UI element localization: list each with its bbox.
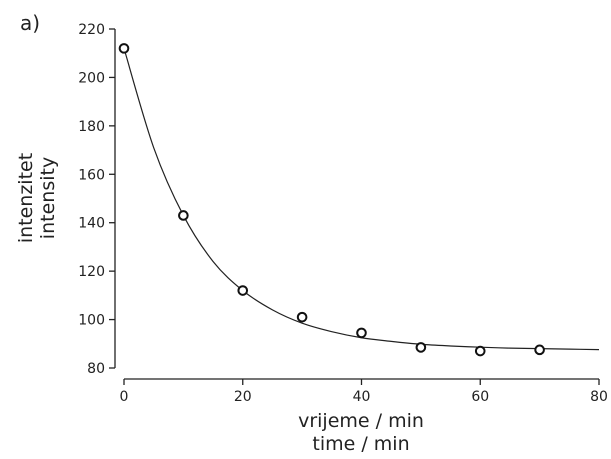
y-axis-title: intenzitet intensity: [15, 153, 59, 243]
x-tick-label: 40: [353, 389, 371, 405]
y-tick-label: 120: [78, 264, 105, 280]
data-point: [296, 311, 308, 323]
y-axis-title-line-1: intenzitet: [15, 153, 37, 243]
x-axis: 0 20 40 60 80: [120, 378, 608, 405]
x-axis-title-line-1: vrijeme / min: [298, 410, 424, 432]
y-tick-label: 160: [78, 167, 105, 183]
data-point: [356, 327, 367, 339]
data-point: [474, 345, 486, 357]
y-tick-label: 100: [78, 313, 105, 329]
x-axis-title-line-2: time / min: [312, 433, 409, 455]
fit-curve: [123, 48, 600, 351]
data-points-layer: [118, 43, 545, 357]
x-tick-label: 20: [234, 389, 252, 405]
data-point: [178, 210, 189, 221]
x-axis-title: vrijeme / min time / min: [298, 410, 424, 455]
y-tick-label: 180: [78, 119, 105, 135]
x-tick-label: 0: [120, 389, 129, 405]
y-tick-label: 220: [78, 22, 105, 38]
y-tick-label: 80: [87, 361, 105, 377]
data-point: [118, 43, 130, 54]
x-tick-label: 80: [590, 389, 608, 405]
panel-label: a): [20, 11, 40, 35]
y-axis-title-line-2: intensity: [37, 157, 59, 239]
x-tick-label: 60: [471, 389, 489, 405]
y-tick-label: 200: [78, 70, 105, 86]
data-point: [415, 342, 427, 353]
data-point: [237, 285, 249, 296]
data-point: [534, 344, 545, 356]
fit-curve-layer: [123, 48, 600, 351]
y-axis: 80 100 120 140 160 180 200 220: [78, 22, 116, 377]
y-tick-label: 140: [78, 216, 105, 232]
